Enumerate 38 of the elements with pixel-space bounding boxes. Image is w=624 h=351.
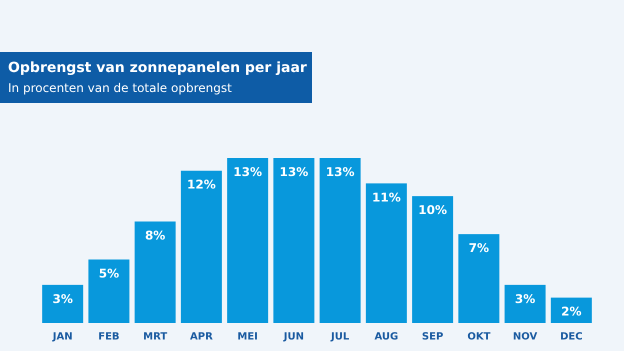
x-tick-label: NOV: [512, 332, 538, 342]
bar: [366, 183, 407, 323]
x-tick-label: SEP: [422, 332, 444, 342]
x-tick-label: JUL: [330, 332, 350, 342]
chart-title: Opbrengst van zonnepanelen per jaar: [8, 60, 307, 76]
data-label: 13%: [280, 165, 308, 179]
x-tick-label: JUN: [282, 332, 304, 342]
x-tick-label: AUG: [374, 332, 398, 342]
x-tick-label: MRT: [143, 332, 168, 342]
bar: [227, 158, 268, 323]
bar: [273, 158, 314, 323]
x-tick-label: JAN: [52, 332, 73, 342]
bar: [458, 234, 500, 323]
data-label: 8%: [144, 228, 166, 242]
data-label: 5%: [98, 266, 120, 281]
bar: [550, 298, 592, 323]
data-label: 10%: [418, 203, 447, 218]
bar: [134, 221, 176, 323]
x-tick-label: OKT: [467, 332, 491, 342]
data-label: 3%: [514, 292, 536, 306]
bar: [320, 158, 361, 323]
bar: [180, 170, 222, 323]
data-label: 3%: [52, 292, 73, 306]
data-label: 13%: [326, 165, 354, 179]
data-label: 2%: [561, 304, 582, 319]
x-tick-label: MEI: [237, 332, 258, 342]
bar: [412, 196, 454, 323]
data-label: 11%: [372, 190, 401, 204]
data-label: 12%: [187, 178, 216, 192]
x-tick-label: APR: [190, 332, 214, 342]
data-label: 7%: [468, 241, 490, 256]
bar: [42, 284, 84, 323]
x-tick-label: DEC: [560, 332, 583, 342]
bar: [504, 284, 546, 323]
bar: [88, 260, 130, 323]
data-label: 13%: [233, 165, 262, 179]
x-tick-label: FEB: [98, 332, 120, 342]
chart-subtitle: In procenten van de totale opbrengst: [8, 81, 232, 95]
